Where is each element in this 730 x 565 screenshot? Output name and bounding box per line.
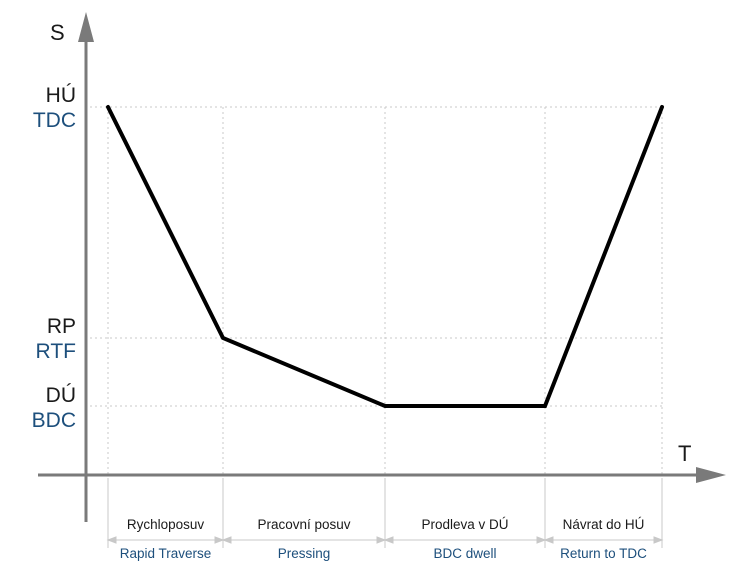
level-label-tdc-en: TDC	[33, 109, 76, 132]
phase-dimension-arrows	[106, 536, 664, 544]
phase-label-3-cz: Prodleva v DÚ	[421, 517, 508, 532]
phase-label-4-en: Return to TDC	[560, 546, 647, 561]
level-label-bdc-cz: DÚ	[46, 384, 76, 407]
y-axis-arrowhead	[78, 12, 94, 42]
phase-label-4-cz: Návrat do HÚ	[563, 517, 645, 532]
ram-stroke-curve	[106, 105, 664, 408]
level-label-rtf-cz: RP	[47, 315, 76, 338]
level-label-bdc-en: BDC	[32, 409, 76, 432]
phase-label-2-cz: Pracovní posuv	[257, 517, 350, 532]
y-axis-label: S	[50, 20, 65, 45]
level-label-tdc-cz: HÚ	[46, 84, 76, 107]
level-label-rtf-en: RTF	[36, 340, 76, 363]
phase-label-2-en: Pressing	[278, 546, 331, 561]
x-axis-label: T	[678, 441, 691, 466]
phase-label-1-cz: Rychloposuv	[127, 517, 205, 532]
phase-label-3-en: BDC dwell	[433, 546, 496, 561]
phase-label-1-en: Rapid Traverse	[120, 546, 212, 561]
x-axis-arrowhead	[696, 467, 726, 483]
